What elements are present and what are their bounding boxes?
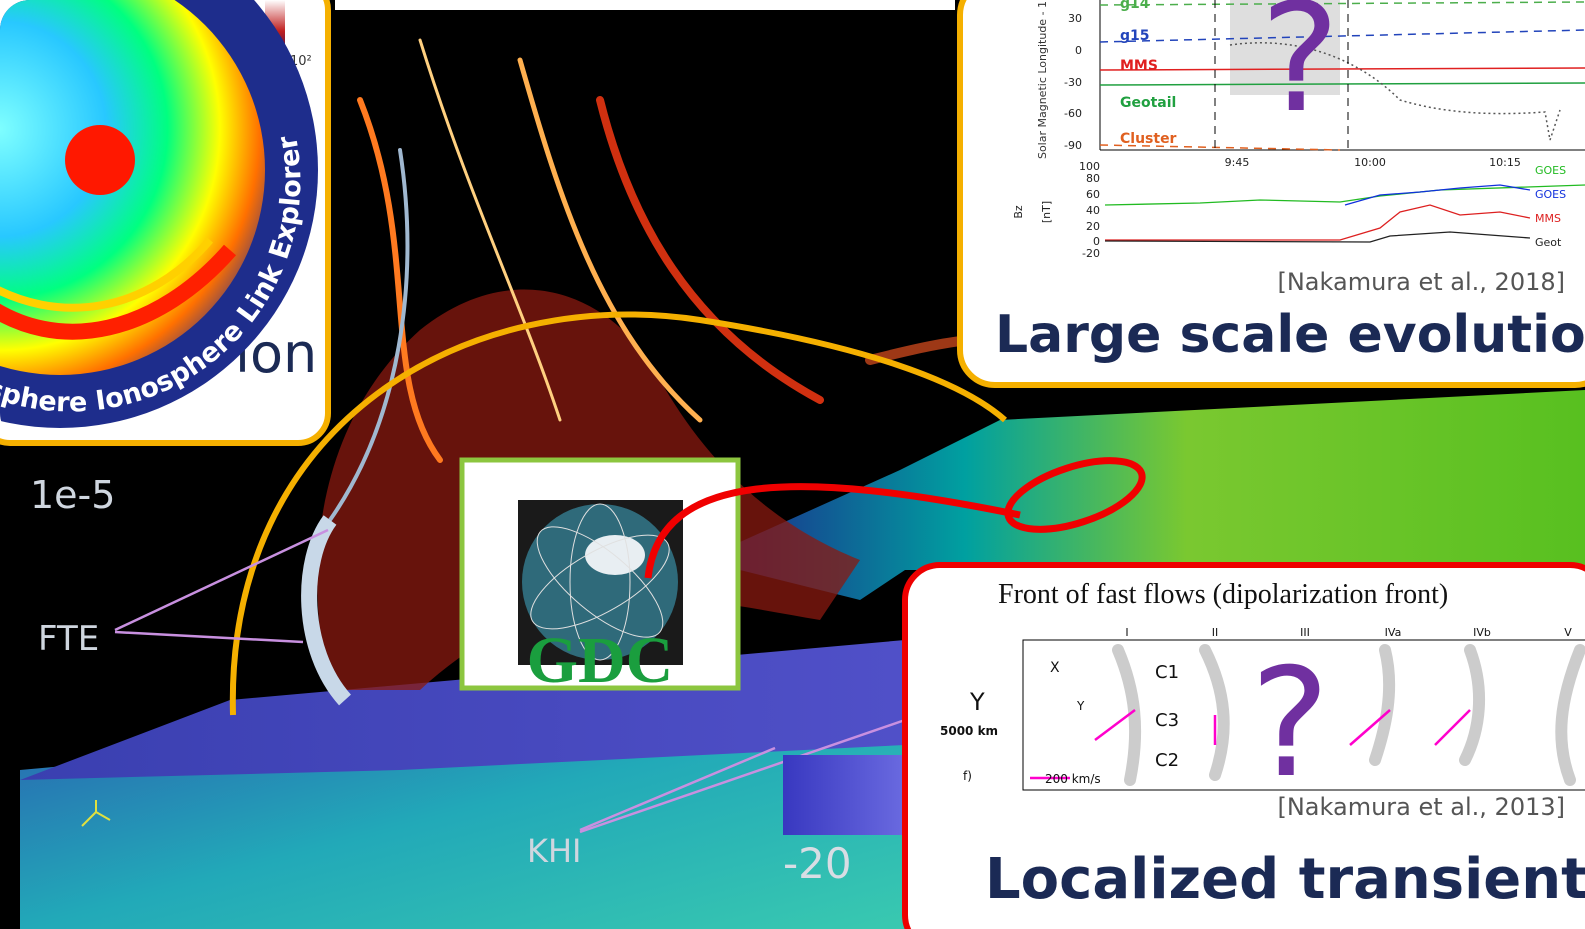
y-tick-label: -60 xyxy=(1064,107,1082,120)
scale-label: 5000 km xyxy=(940,724,998,738)
x-tick-label: 9:45 xyxy=(1225,156,1250,169)
series-label: Geotail xyxy=(1120,95,1176,111)
citation: [Nakamura et al., 2013] xyxy=(1277,793,1565,821)
x-axis-small: X xyxy=(1050,660,1060,676)
colorbar-tick: -20 xyxy=(783,839,852,888)
column-label: II xyxy=(1212,626,1219,639)
series-label: GOES xyxy=(1535,164,1566,177)
y-tick-label: 40 xyxy=(1086,204,1100,217)
top-strip xyxy=(335,0,955,10)
citation: [Nakamura et al., 2018] xyxy=(1277,268,1565,296)
y-tick-label: 20 xyxy=(1086,220,1100,233)
question-mark: ? xyxy=(1260,0,1340,146)
question-mark: ? xyxy=(1250,637,1330,811)
panel-letter: f) xyxy=(963,769,972,783)
column-label: I xyxy=(1125,626,1128,639)
series-label: g15 xyxy=(1120,28,1150,44)
y-tick-label: -90 xyxy=(1064,139,1082,152)
spacecraft-label: C2 xyxy=(1155,750,1179,771)
velocity-scale: 200 km/s xyxy=(1045,772,1101,786)
series-label: Cluster xyxy=(1120,131,1177,147)
x-tick-label: 10:00 xyxy=(1354,156,1386,169)
y-axis: Y xyxy=(969,688,985,716)
spacecraft-label: C3 xyxy=(1155,710,1179,731)
y-tick-label: 60 xyxy=(1086,188,1100,201)
bz-label: Bz xyxy=(1012,205,1025,219)
y-tick-label: 80 xyxy=(1086,172,1100,185)
series-label: GOES xyxy=(1535,188,1566,201)
y-tick-label: -20 xyxy=(1082,247,1100,260)
khi-label: KHI xyxy=(527,832,581,870)
y-tick-label: -30 xyxy=(1064,76,1082,89)
series-label: MMS xyxy=(1120,58,1158,74)
x-tick-label: 10:15 xyxy=(1489,156,1521,169)
panel-title: Large scale evolutio xyxy=(995,305,1585,365)
y-axis-label: Solar Magnetic Longitude - 1 xyxy=(1036,1,1049,159)
series-label: g14 xyxy=(1120,0,1150,12)
fte-label: FTE xyxy=(38,619,99,659)
bz-unit: [nT] xyxy=(1040,201,1053,223)
y-tick-label: 30 xyxy=(1068,12,1082,25)
panel-title: Localized transients xyxy=(985,847,1585,912)
series-label: Geot xyxy=(1535,236,1562,249)
colorbar-exponent: 1e-5 xyxy=(30,473,115,517)
gdc-label: GDC xyxy=(527,624,674,697)
series-label: MMS xyxy=(1535,212,1561,225)
column-label: IVb xyxy=(1473,626,1491,639)
spacecraft-label: C1 xyxy=(1155,662,1179,683)
logo: 10² ion sphere Ionosphere Link Explorer xyxy=(0,0,318,428)
red-spot xyxy=(65,125,135,195)
y-axis-small: Y xyxy=(1076,699,1085,713)
y-tick-label: 0 xyxy=(1075,44,1082,57)
colorbar xyxy=(783,755,905,835)
column-label: IVa xyxy=(1385,626,1402,639)
column-label: V xyxy=(1564,626,1572,639)
body: 1e-5 FTE KHI -20 10² ion sphere Ionosphe… xyxy=(0,0,1585,929)
slide: 1e-5 FTE KHI -20 10² ion sphere Ionosphe… xyxy=(0,0,1585,929)
panel-heading: Front of fast flows (dipolarization fron… xyxy=(998,579,1448,610)
page: Slide { "logo": { "ring_text": "sphere I… xyxy=(0,0,1585,929)
